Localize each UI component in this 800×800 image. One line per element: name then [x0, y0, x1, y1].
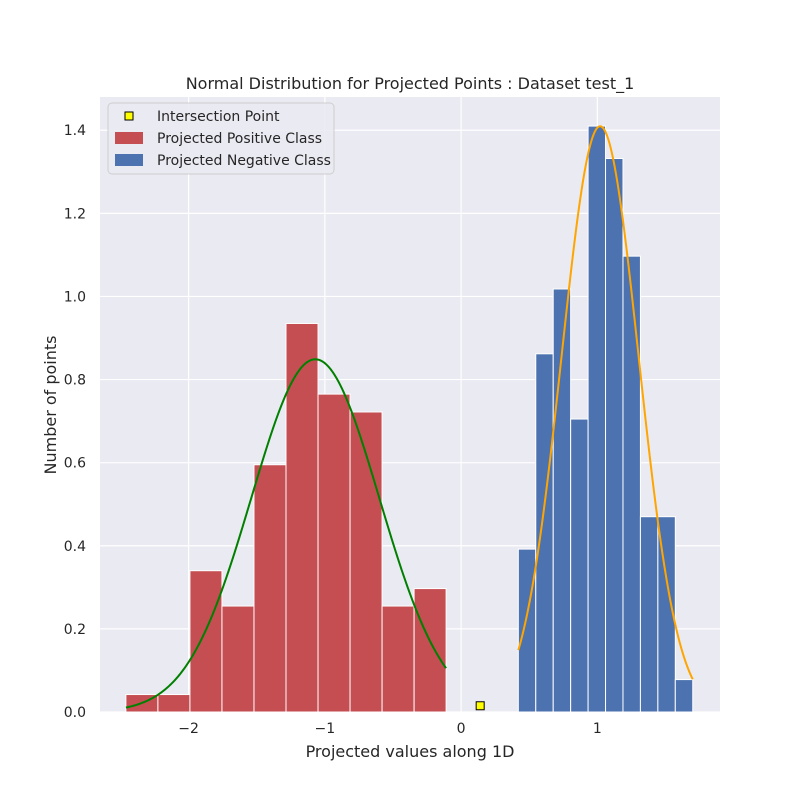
intersection-point — [475, 701, 485, 711]
y-tick-label: 0.0 — [64, 705, 86, 721]
histogram-bar — [253, 464, 287, 713]
bars — [125, 125, 694, 713]
histogram-bar — [535, 353, 554, 713]
positive-fit-curve — [125, 358, 447, 709]
legend-label: Projected Negative Class — [157, 153, 331, 169]
histogram-bar — [189, 570, 223, 713]
y-tick-label: 1.0 — [64, 289, 86, 305]
y-axis-label: Number of points — [41, 335, 60, 474]
histogram-bar — [639, 516, 659, 713]
legend-label: Projected Positive Class — [157, 131, 322, 147]
histogram-bar — [349, 411, 383, 713]
x-axis-label: Projected values along 1D — [306, 742, 515, 761]
histogram-bar — [285, 322, 319, 713]
legend-marker — [124, 111, 134, 121]
x-tick-label: −1 — [315, 721, 336, 737]
histogram-bar — [317, 393, 351, 713]
tick-labels: −2 −1 0 1 0.0 0.2 0.4 0.6 0.8 1.0 1.2 1.4 — [64, 123, 602, 737]
histogram-bar — [157, 694, 191, 713]
legend-box — [107, 102, 335, 175]
histogram-bar — [657, 516, 676, 713]
histogram-bar — [570, 418, 589, 713]
negative-fit-curve — [517, 125, 694, 680]
histogram-bar — [413, 588, 447, 713]
histogram-bar — [622, 255, 641, 713]
fit-curves — [125, 125, 694, 709]
y-tick-label: 0.8 — [64, 373, 86, 389]
y-tick-label: 0.4 — [64, 539, 86, 555]
histogram-bar — [674, 679, 694, 713]
histogram-bar — [517, 548, 537, 713]
histogram-bar — [605, 158, 624, 713]
chart-title: Normal Distribution for Projected Points… — [186, 74, 635, 94]
x-tick-label: 0 — [457, 721, 466, 737]
legend: Intersection Point Projected Positive Cla… — [107, 102, 335, 175]
y-tick-label: 1.4 — [64, 123, 86, 139]
histogram-bar — [587, 125, 607, 713]
y-tick-label: 0.6 — [64, 456, 86, 472]
x-tick-label: 1 — [593, 721, 602, 737]
histogram-bar — [381, 605, 415, 713]
legend-swatch — [115, 154, 143, 166]
legend-label: Intersection Point — [157, 109, 280, 125]
y-tick-label: 1.2 — [64, 206, 86, 222]
points — [475, 701, 485, 711]
y-tick-label: 0.2 — [64, 622, 86, 638]
legend-swatch — [115, 132, 143, 144]
x-tick-label: −2 — [178, 721, 199, 737]
histogram-bar — [221, 605, 255, 713]
